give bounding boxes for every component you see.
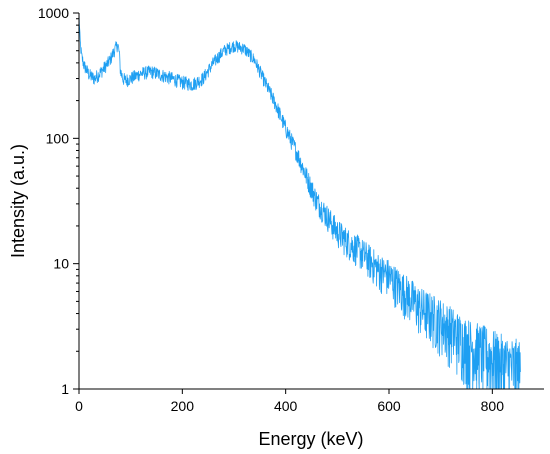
series-line [79,13,521,389]
y-ticks: 1 10 100 1000 [38,5,79,397]
y-tick-label: 100 [46,130,70,146]
x-tick-label: 600 [377,398,401,414]
x-tick-label: 0 [75,398,83,414]
x-ticks: 0 200 400 600 800 [75,389,504,414]
plot-area [79,13,521,389]
x-tick-label: 200 [171,398,195,414]
x-axis-title: Energy (keV) [258,429,363,449]
y-tick-label: 1000 [38,5,69,21]
y-axis-title: Intensity (a.u.) [8,144,28,258]
x-tick-label: 800 [481,398,505,414]
x-tick-label: 400 [274,398,298,414]
y-tick-label: 1 [61,381,69,397]
y-tick-label: 10 [53,256,69,272]
series-layer [79,13,521,389]
